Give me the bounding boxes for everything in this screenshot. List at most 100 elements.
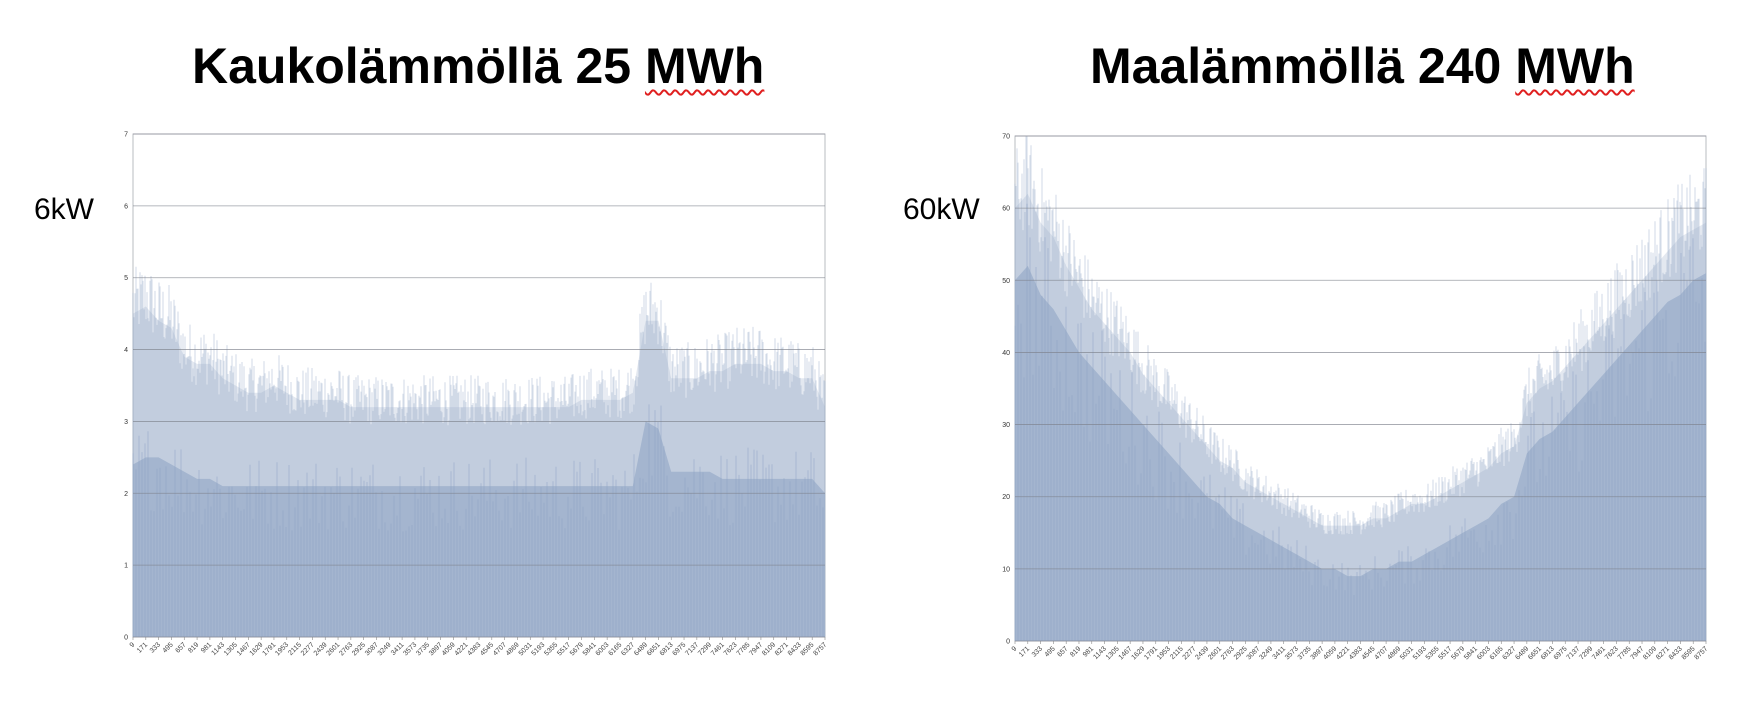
x-tick-label: 7299	[697, 641, 713, 657]
x-tick-label: 8433	[1668, 645, 1684, 661]
x-tick-label: 6489	[633, 641, 649, 657]
x-tick-label: 3735	[415, 641, 431, 657]
y-tick-label: 30	[1002, 422, 1010, 429]
x-tick-label: 4707	[1374, 645, 1390, 661]
x-tick-label: 9	[129, 641, 137, 649]
x-tick-label: 2277	[1182, 645, 1198, 661]
x-tick-label: 6003	[595, 641, 611, 657]
x-tick-label: 6165	[1489, 645, 1505, 661]
x-tick-label: 5517	[1438, 645, 1454, 661]
x-tick-label: 6003	[1476, 645, 1492, 661]
x-tick-label: 6327	[620, 641, 636, 657]
x-tick-label: 171	[136, 641, 149, 654]
y-tick-label: 50	[1002, 278, 1010, 285]
x-tick-label: 4221	[454, 641, 470, 657]
x-tick-label: 7137	[1565, 645, 1581, 661]
x-tick-label: 2601	[1207, 645, 1223, 661]
title-text: Maalämmöllä 240	[1090, 38, 1516, 94]
x-tick-label: 4869	[1386, 645, 1402, 661]
x-tick-label: 3573	[1284, 645, 1300, 661]
x-tick-label: 8757	[1693, 645, 1709, 661]
x-tick-label: 6165	[607, 641, 623, 657]
chart-title-left: Kaukolämmöllä 25 MWh	[192, 36, 764, 96]
x-tick-label: 495	[1044, 645, 1057, 658]
x-tick-label: 5031	[518, 641, 534, 657]
x-tick-label: 4383	[1348, 645, 1364, 661]
x-tick-label: 3249	[1258, 645, 1274, 661]
x-tick-label: 2601	[325, 641, 341, 657]
x-tick-label: 7137	[684, 641, 700, 657]
x-tick-label: 1791	[1143, 645, 1159, 661]
x-tick-label: 4059	[441, 641, 457, 657]
x-tick-label: 5355	[543, 641, 559, 657]
y-tick-label: 40	[1002, 350, 1010, 357]
x-tick-label: 7461	[1591, 645, 1607, 661]
x-tick-label: 5193	[1412, 645, 1428, 661]
y-tick-label: 6	[124, 203, 128, 210]
x-tick-label: 2277	[300, 641, 316, 657]
x-tick-label: 8271	[774, 641, 790, 657]
x-tick-label: 8757	[812, 641, 828, 657]
x-tick-label: 2763	[338, 641, 354, 657]
x-tick-label: 1629	[249, 641, 265, 657]
y-tick-label: 70	[1002, 134, 1010, 141]
x-tick-label: 6327	[1502, 645, 1518, 661]
x-tick-label: 657	[174, 641, 187, 654]
title-text: Kaukolämmöllä 25	[192, 38, 645, 94]
x-tick-label: 819	[1069, 645, 1082, 658]
x-tick-label: 8595	[1681, 645, 1697, 661]
y-tick-label: 2	[124, 491, 128, 498]
x-tick-label: 8595	[800, 641, 816, 657]
y-tick-label: 0	[1006, 639, 1010, 646]
x-tick-label: 333	[1031, 645, 1044, 658]
x-tick-label: 1305	[223, 641, 239, 657]
y-tick-label: 10	[1002, 566, 1010, 573]
x-tick-label: 819	[187, 641, 200, 654]
x-tick-label: 657	[1056, 645, 1069, 658]
y-tick-label: 3	[124, 419, 128, 426]
x-tick-label: 3735	[1297, 645, 1313, 661]
x-tick-label: 7299	[1578, 645, 1594, 661]
x-tick-label: 8433	[787, 641, 803, 657]
x-tick-label: 5679	[1450, 645, 1466, 661]
x-tick-label: 2925	[1233, 645, 1249, 661]
x-tick-label: 2439	[1194, 645, 1210, 661]
x-tick-label: 4221	[1335, 645, 1351, 661]
x-tick-label: 8109	[761, 641, 777, 657]
x-tick-label: 6651	[1527, 645, 1543, 661]
x-tick-label: 7623	[1604, 645, 1620, 661]
x-tick-label: 333	[149, 641, 162, 654]
series-area	[1015, 265, 1706, 641]
x-tick-label: 8271	[1655, 645, 1671, 661]
x-tick-label: 6489	[1514, 645, 1530, 661]
series-stripes	[1014, 203, 1706, 641]
x-tick-label: 6975	[1553, 645, 1569, 661]
x-tick-label: 3573	[402, 641, 418, 657]
peak-power-label-left: 6kW	[34, 193, 94, 226]
y-tick-label: 0	[124, 635, 128, 642]
y-tick-label: 7	[124, 132, 128, 139]
y-tick-label: 60	[1002, 206, 1010, 213]
x-tick-label: 6651	[646, 641, 662, 657]
x-tick-label: 5841	[582, 641, 598, 657]
x-tick-label: 1791	[261, 641, 277, 657]
x-tick-label: 1467	[236, 641, 252, 657]
title-unit: MWh	[1515, 38, 1635, 94]
x-tick-label: 5355	[1425, 645, 1441, 661]
x-tick-label: 7461	[710, 641, 726, 657]
x-tick-label: 8109	[1642, 645, 1658, 661]
x-tick-label: 7947	[748, 641, 764, 657]
peak-power-label-right: 60kW	[903, 193, 980, 226]
x-tick-label: 7623	[723, 641, 739, 657]
x-tick-label: 6975	[671, 641, 687, 657]
x-tick-label: 3897	[428, 641, 444, 657]
x-tick-label: 495	[162, 641, 175, 654]
chart-title-right: Maalämmöllä 240 MWh	[1090, 36, 1635, 96]
x-tick-label: 171	[1018, 645, 1031, 658]
x-tick-label: 4545	[1361, 645, 1377, 661]
x-tick-label: 6813	[1540, 645, 1556, 661]
series-stripes	[132, 404, 824, 637]
